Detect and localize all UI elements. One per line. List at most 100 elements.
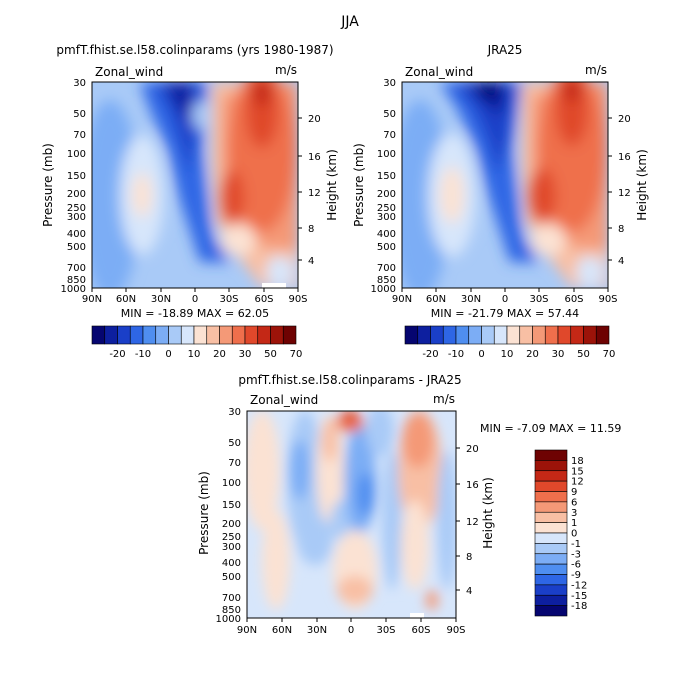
panel-model-height-tick: 16: [308, 152, 321, 163]
panel-difference: pmfT.fhist.se.l58.colinparams - JRA25 Zo…: [197, 373, 621, 636]
panel-diff-ytick: 150: [222, 500, 241, 511]
panel-model-ytick: 500: [67, 242, 86, 253]
panel-diff-ytick: 400: [222, 558, 241, 569]
panel-obs-ytick: 400: [377, 229, 396, 240]
colorbar-diff-swatch: [534, 584, 568, 596]
panel-diff-ytick: 100: [222, 478, 241, 489]
colorbar-diff-label: -12: [571, 580, 587, 591]
panel-diff-xtick: 60S: [411, 625, 430, 636]
panel-obs-height-axis: 4 8 12 16 20 Height (km): [608, 114, 649, 267]
panel-diff-units: m/s: [433, 392, 455, 406]
panel-model-xtick: 60N: [116, 294, 136, 305]
panel-model-height-tick: 8: [308, 224, 314, 235]
colorbar-model-label: 20: [213, 349, 226, 360]
panel-diff-ytick: 70: [228, 458, 241, 469]
colorbar-model-swatch: [270, 325, 284, 345]
colorbar-model-swatch: [91, 325, 106, 345]
panel-obs-ytick: 30: [383, 78, 396, 89]
panel-diff-height-axis: 4 8 12 16 20 Height (km): [456, 444, 495, 597]
panel-model-height-tick: 20: [308, 114, 321, 125]
colorbar-diff-swatch: [534, 605, 568, 617]
panel-obs-height-tick: 4: [618, 256, 624, 267]
panel-obs-ytick: 500: [377, 242, 396, 253]
colorbar-obs-swatch: [595, 325, 610, 345]
panel-model-stats: MIN = -18.89 MAX = 62.05: [121, 307, 269, 320]
panel-model-height-tick: 4: [308, 256, 314, 267]
panel-model-height-tick: 12: [308, 188, 321, 199]
colorbar-diff-swatch: [534, 574, 568, 586]
panel-obs: JRA25 Zonal_wind m/s: [352, 43, 649, 320]
panel-model-ytick: 50: [73, 109, 86, 120]
colorbar-obs-swatch: [557, 325, 572, 345]
panel-diff-xtick: 0: [348, 625, 354, 636]
panel-model-ytick: 250: [67, 203, 86, 214]
panel-obs-pressure-axis: 30 50 70 100 150 200 250 300 400 500 700…: [352, 78, 396, 295]
colorbar-obs: -20 -10 0 10 20 30 50 70: [404, 325, 615, 360]
panel-model-xtick: 30N: [151, 294, 171, 305]
colorbar-diff-swatch: [534, 460, 568, 472]
panel-model-contour-field: [92, 82, 298, 288]
colorbar-obs-label: 20: [526, 349, 539, 360]
panel-diff-ytick: 500: [222, 572, 241, 583]
colorbar-diff-swatch: [534, 594, 568, 606]
colorbar-diff-swatch: [534, 532, 568, 544]
panel-model-units: m/s: [275, 63, 297, 77]
colorbar-model-swatch: [206, 325, 220, 345]
panel-diff-xtick: 90N: [237, 625, 257, 636]
colorbar-obs-swatch: [532, 325, 546, 345]
colorbar-model-swatch: [129, 325, 144, 345]
panel-obs-xtick: 60S: [564, 294, 583, 305]
panel-model-height-label: Height (km): [325, 149, 339, 220]
panel-diff-height-tick: 8: [466, 552, 472, 563]
panel-model-ytick: 100: [67, 149, 86, 160]
colorbar-diff-label: -9: [571, 570, 581, 581]
panel-model: pmfT.fhist.se.l58.colinparams (yrs 1980-…: [41, 43, 339, 320]
colorbar-obs-swatch: [583, 325, 597, 345]
panel-model-ytick: 150: [67, 171, 86, 182]
panel-model-ytick: 70: [73, 130, 86, 141]
colorbar-obs-label: 50: [577, 349, 590, 360]
panel-obs-ytick: 70: [383, 130, 396, 141]
colorbar-diff-swatch: [534, 470, 568, 482]
panel-model-pressure-axis: 30 50 70 100 150 200 250 300 400 500 700…: [41, 78, 86, 295]
colorbar-obs-label: 0: [478, 349, 484, 360]
panel-diff-ytick: 200: [222, 519, 241, 530]
panel-diff-xtick: 60N: [272, 625, 292, 636]
panel-model-title: pmfT.fhist.se.l58.colinparams (yrs 1980-…: [56, 43, 333, 57]
colorbar-diff-label: 6: [571, 497, 577, 508]
panel-diff-height-tick: 16: [466, 480, 479, 491]
panel-obs-height-tick: 8: [618, 224, 624, 235]
colorbar-diff-label: -1: [571, 539, 581, 550]
colorbar-model-swatch: [193, 325, 208, 345]
panel-model-xtick: 90S: [288, 294, 307, 305]
colorbar-model-label: 0: [165, 349, 171, 360]
colorbar-model-swatch: [257, 325, 271, 345]
panel-diff-ytick: 250: [222, 532, 241, 543]
panel-model-ylabel: Pressure (mb): [41, 143, 55, 227]
colorbar-model-swatch: [117, 325, 131, 345]
figure-title: JJA: [340, 14, 359, 30]
colorbar-model-label: -10: [135, 349, 151, 360]
colorbar-diff-swatch: [534, 491, 568, 503]
panel-model-xtick: 30S: [219, 294, 238, 305]
colorbar-diff-label: 3: [571, 508, 577, 519]
panel-model-ytick: 400: [67, 229, 86, 240]
panel-diff-xtick: 30S: [376, 625, 395, 636]
panel-model-xtick: 60S: [254, 294, 273, 305]
colorbar-diff-swatch: [534, 501, 568, 513]
colorbar-obs-swatch: [455, 325, 470, 345]
panel-obs-ytick: 50: [383, 109, 396, 120]
colorbar-obs-swatch: [417, 325, 431, 345]
panel-obs-variable: Zonal_wind: [405, 65, 473, 79]
panel-model-variable: Zonal_wind: [95, 65, 163, 79]
colorbar-diff-swatch: [534, 553, 568, 565]
colorbar-model-swatch: [244, 325, 259, 345]
panel-obs-ytick: 700: [377, 263, 396, 274]
panel-model-ytick: 1000: [61, 284, 86, 295]
colorbar-obs-swatch: [519, 325, 533, 345]
panel-diff-contour-field: [247, 411, 456, 618]
colorbar-obs-label: 30: [552, 349, 565, 360]
colorbar-obs-swatch: [442, 325, 457, 345]
colorbar-diff-label: -3: [571, 549, 581, 560]
colorbar-obs-swatch: [493, 325, 508, 345]
